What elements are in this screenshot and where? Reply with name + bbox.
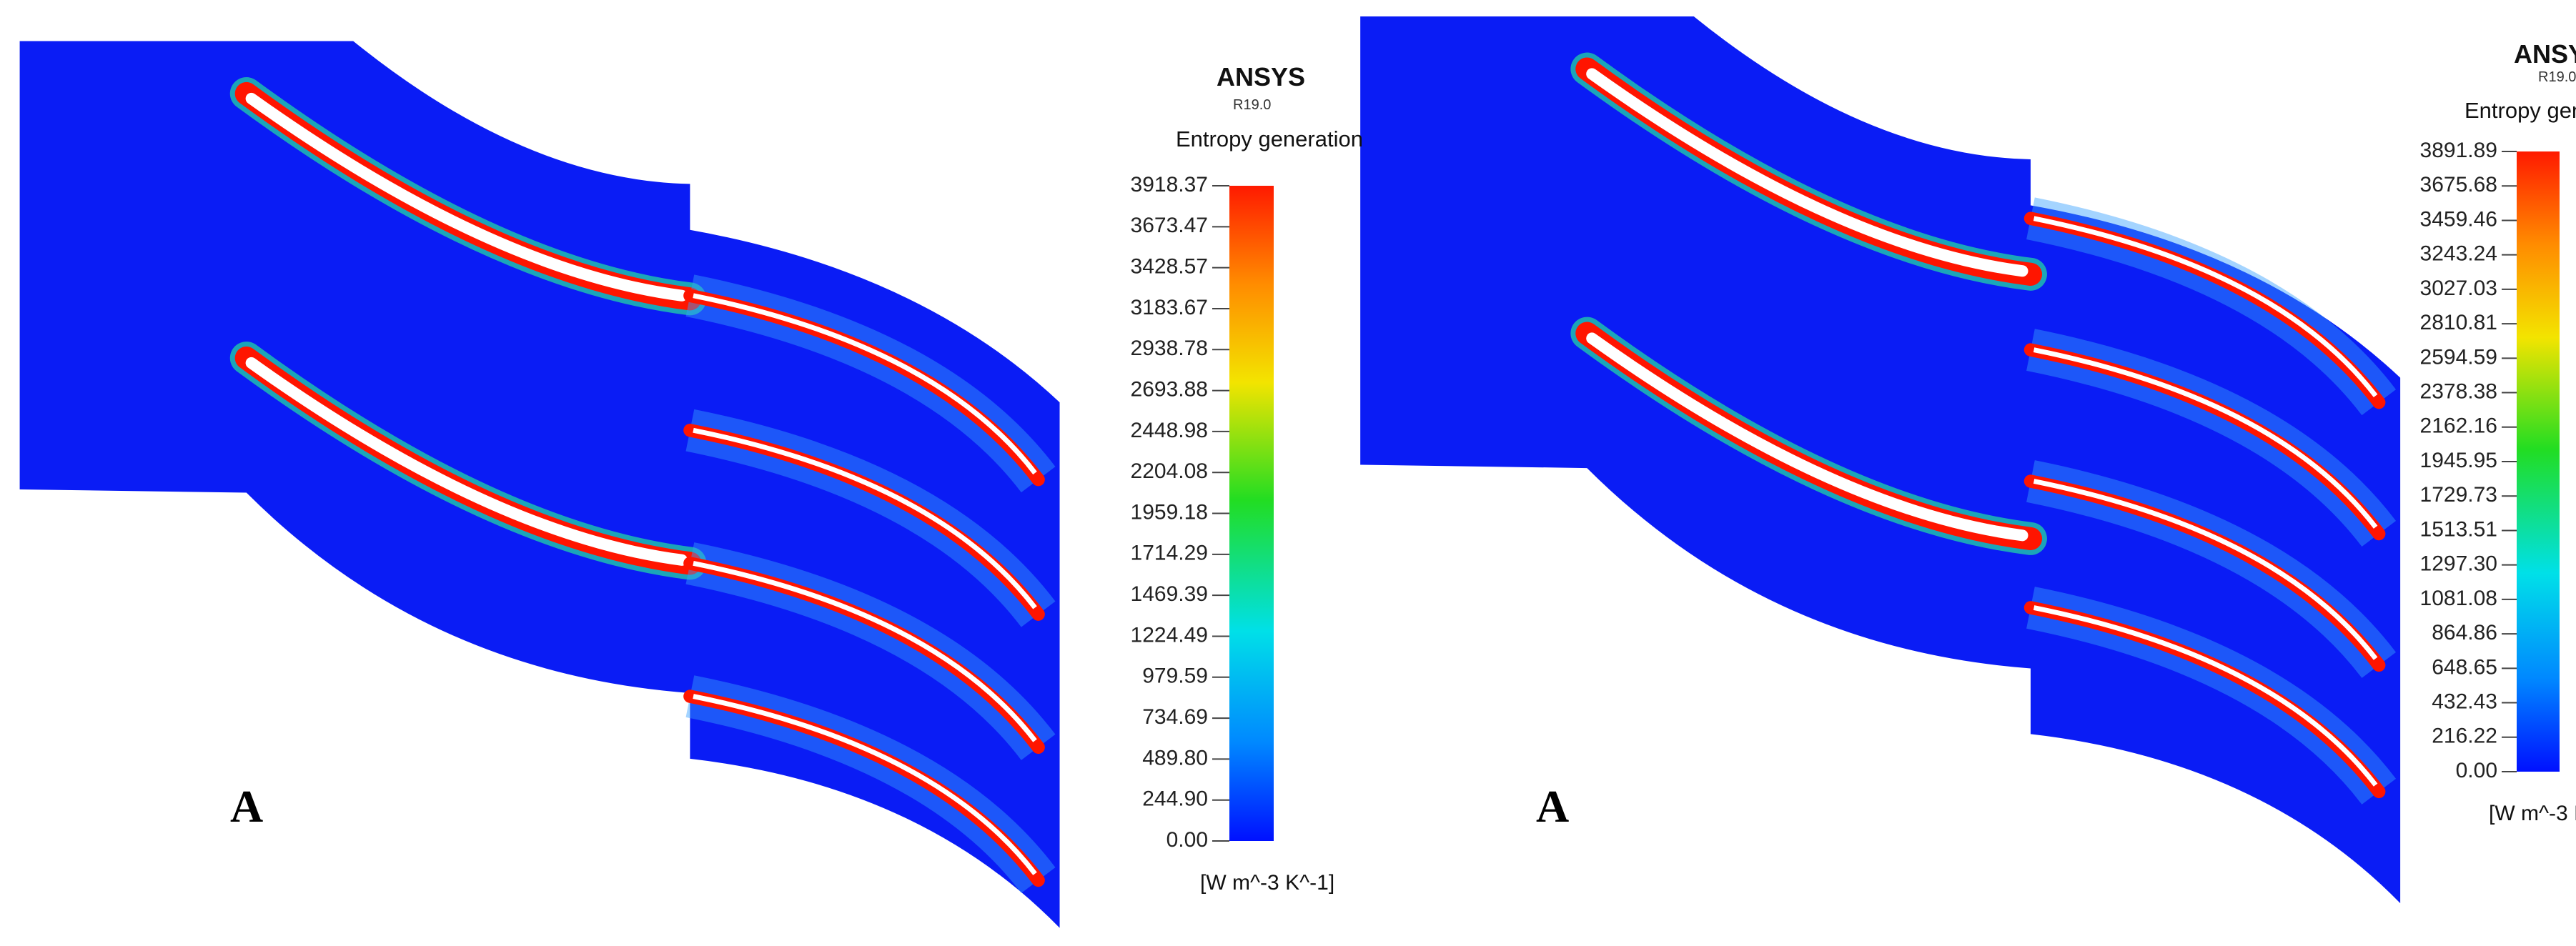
- colorbar: [1229, 186, 1274, 841]
- tick-label: 3428.57: [1131, 255, 1208, 279]
- tick-label: 864.86: [2432, 621, 2497, 644]
- unit: [W m^-3 K^-1]: [2489, 802, 2576, 825]
- tick-label: 2938.78: [1131, 337, 1208, 360]
- colorbar: [2517, 151, 2560, 772]
- tick-label: 0.00: [1166, 828, 1208, 852]
- tick-label: 1945.95: [2420, 449, 2497, 472]
- tick-label: 489.80: [1142, 746, 1208, 770]
- tick-label: 3027.03: [2420, 277, 2497, 300]
- tick-label: 1297.30: [2420, 552, 2497, 576]
- tick-label: 1959.18: [1131, 500, 1208, 524]
- tick-label: 1469.39: [1131, 582, 1208, 606]
- tick-label: 1513.51: [2420, 517, 2497, 541]
- tick-label: 1224.49: [1131, 623, 1208, 647]
- brand: ANSYS: [2514, 39, 2576, 69]
- tick-label: 3918.37: [1131, 173, 1208, 196]
- tick-label: 979.59: [1142, 664, 1208, 688]
- panel-label: A: [1536, 781, 1569, 832]
- tick-label: 734.69: [1142, 705, 1208, 729]
- tick-label: 2594.59: [2420, 345, 2497, 369]
- tick-label: 2448.98: [1131, 419, 1208, 442]
- tick-label: 3675.68: [2420, 173, 2497, 196]
- version: R19.0: [2538, 69, 2576, 85]
- brand: ANSYS: [1217, 62, 1305, 91]
- tick-label: 3183.67: [1131, 296, 1208, 319]
- tick-label: 432.43: [2432, 689, 2497, 713]
- tick-label: 3891.89: [2420, 139, 2497, 162]
- tick-label: 2204.08: [1131, 459, 1208, 483]
- tick-label: 3673.47: [1131, 214, 1208, 237]
- tick-label: 2162.16: [2420, 414, 2497, 438]
- tick-label: 3459.46: [2420, 207, 2497, 231]
- flow-field-left: [19, 41, 1060, 928]
- tick-label: 2693.88: [1131, 377, 1208, 401]
- tick-label: 216.22: [2432, 725, 2497, 748]
- tick-label: 2810.81: [2420, 311, 2497, 334]
- tick-label: 2378.38: [2420, 379, 2497, 403]
- legend-title: Entropy generation: [2464, 98, 2576, 123]
- tick-label: 1729.73: [2420, 483, 2497, 507]
- tick-label: 3243.24: [2420, 242, 2497, 266]
- flow-field-right: [1360, 16, 2401, 904]
- tick-label: 1714.29: [1131, 542, 1208, 565]
- legend-title: Entropy generation: [1176, 126, 1363, 151]
- tick-label: 1081.08: [2420, 587, 2497, 610]
- tick-label: 244.90: [1142, 787, 1208, 811]
- tick-label: 648.65: [2432, 655, 2497, 679]
- version: R19.0: [1233, 97, 1271, 113]
- tick-label: 0.00: [2456, 759, 2497, 782]
- unit: [W m^-3 K^-1]: [1200, 871, 1334, 895]
- panel-label: A: [230, 781, 263, 832]
